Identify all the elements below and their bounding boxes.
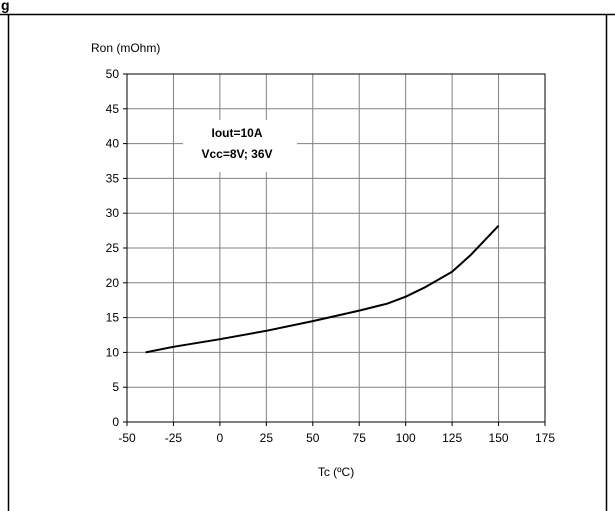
x-tick-label: 0 bbox=[217, 431, 224, 445]
x-tick-label: -50 bbox=[118, 431, 136, 445]
axes bbox=[123, 73, 546, 426]
x-tick-label: 125 bbox=[442, 431, 462, 445]
y-tick-label: 40 bbox=[106, 137, 120, 151]
y-tick-label: 35 bbox=[106, 171, 120, 185]
y-tick-label: 25 bbox=[106, 241, 120, 255]
x-tick-label: -25 bbox=[165, 431, 183, 445]
x-tick-label: 175 bbox=[535, 431, 555, 445]
series-line bbox=[145, 225, 500, 354]
x-tick-label: 150 bbox=[489, 431, 509, 445]
x-tick-label: 25 bbox=[260, 431, 274, 445]
y-axis-label: Ron (mOhm) bbox=[91, 41, 160, 55]
annotation-box bbox=[183, 120, 297, 172]
y-tick-label: 5 bbox=[112, 380, 119, 394]
x-tick-label: 50 bbox=[306, 431, 320, 445]
x-tick-labels: -50 -25 0 25 50 75 100 125 150 175 bbox=[118, 431, 555, 445]
plot-area bbox=[126, 73, 546, 423]
x-tick-label: 100 bbox=[396, 431, 416, 445]
y-tick-label: 15 bbox=[106, 311, 120, 325]
y-tick-label: 30 bbox=[106, 206, 120, 220]
y-tick-label: 45 bbox=[106, 102, 120, 116]
header-fragment: g bbox=[1, 0, 10, 13]
y-tick-label: 50 bbox=[106, 67, 120, 81]
annotation-line-1: Iout=10A bbox=[211, 126, 262, 140]
x-axis-label: Tc (ºC) bbox=[318, 465, 354, 479]
y-tick-label: 20 bbox=[106, 276, 120, 290]
x-tick-label: 75 bbox=[353, 431, 367, 445]
y-tick-label: 0 bbox=[112, 415, 119, 429]
annotation-line-2: Vcc=8V; 36V bbox=[201, 147, 272, 161]
y-tick-labels: 0 5 10 15 20 25 30 35 40 45 50 bbox=[106, 67, 120, 429]
y-tick-label: 10 bbox=[106, 345, 120, 359]
